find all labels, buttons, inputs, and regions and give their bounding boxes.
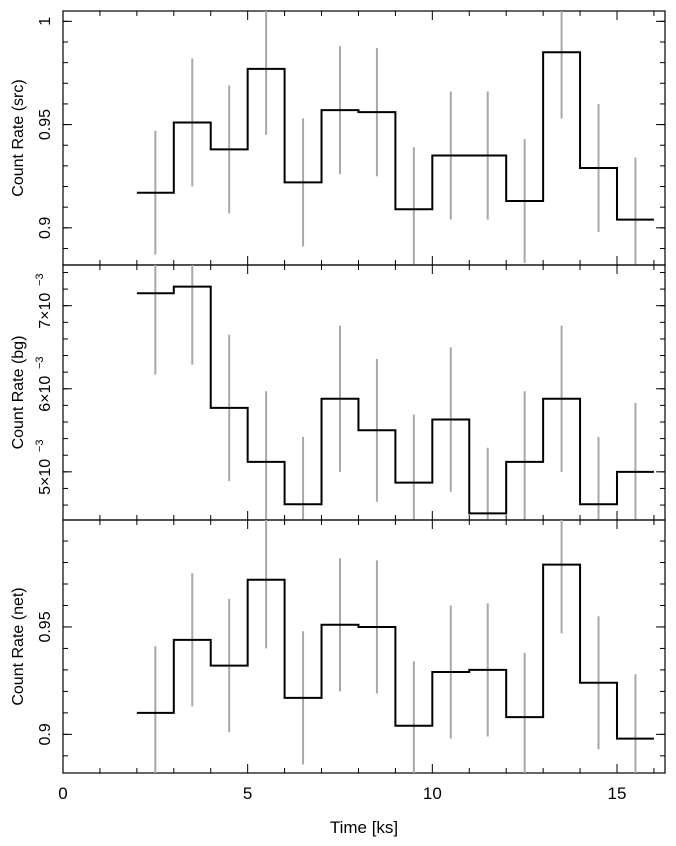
step-histogram-bg xyxy=(136,285,654,515)
panel-frame-src xyxy=(62,10,666,266)
panel-frame-bg xyxy=(62,264,666,521)
x-tick-label: 15 xyxy=(608,784,627,803)
y-axis-label-src: Count Rate (src) xyxy=(10,79,27,196)
y-axis-label-net: Count Rate (net) xyxy=(10,587,27,705)
y-tick-label: 6×10 xyxy=(37,376,54,412)
y-tick-label: 0.95 xyxy=(37,109,54,140)
y-tick-label: 0.95 xyxy=(37,611,54,642)
y-tick-label: 7×10 xyxy=(37,293,54,329)
data-layer-net xyxy=(136,520,654,773)
x-tick-label: 0 xyxy=(58,784,67,803)
data-layer-bg xyxy=(136,265,654,520)
y-tick-exponent: −3 xyxy=(34,440,46,453)
data-layer-src xyxy=(136,11,654,265)
y-tick-label: 5×10 xyxy=(37,459,54,495)
y-axis-label-bg: Count Rate (bg) xyxy=(10,336,27,450)
y-tick-exponent: −3 xyxy=(34,356,46,369)
step-histogram-src xyxy=(136,51,654,221)
y-tick-label: 0.9 xyxy=(37,723,54,745)
panel-frame-net xyxy=(62,519,666,774)
x-tick-label: 10 xyxy=(423,784,442,803)
y-tick-label: 1 xyxy=(37,17,54,26)
x-axis-label: Time [ks] xyxy=(330,818,398,837)
step-histogram-net xyxy=(136,563,654,740)
x-tick-label: 5 xyxy=(243,784,252,803)
y-tick-label: 0.9 xyxy=(37,217,54,239)
y-tick-exponent: −3 xyxy=(34,273,46,286)
